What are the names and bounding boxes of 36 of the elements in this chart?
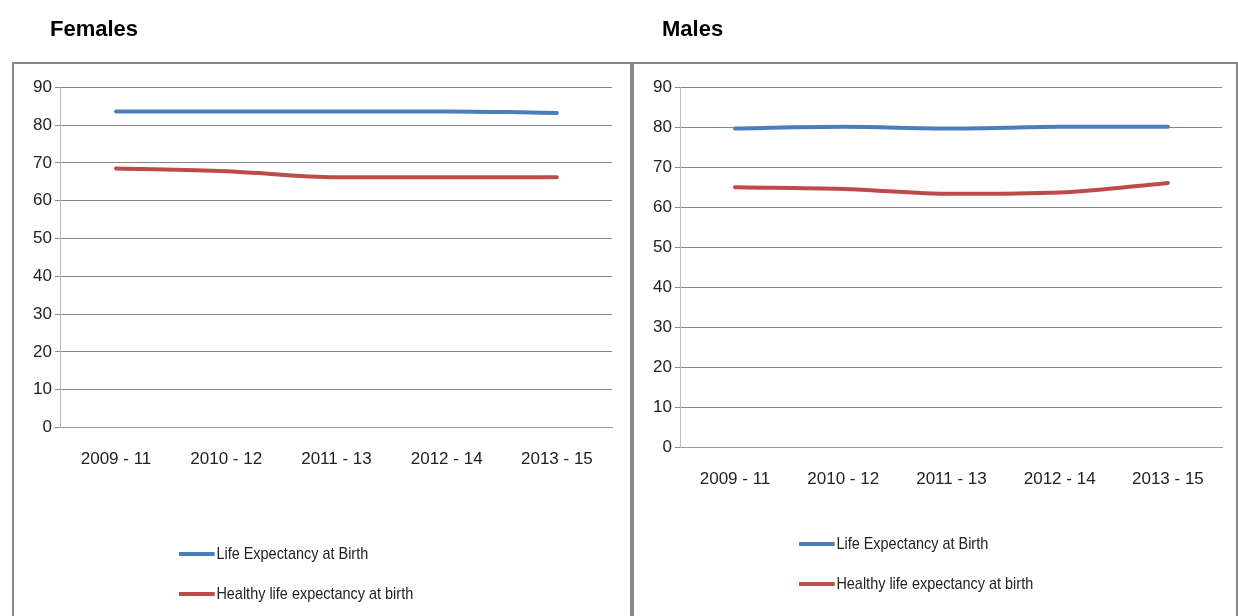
y-tick-label: 60 (652, 197, 672, 217)
y-tick-label: 10 (32, 379, 52, 399)
x-tick-label: 2009 - 11 (699, 469, 771, 489)
x-tick-label: 2010 - 12 (190, 449, 263, 469)
x-tick-label: 2011 - 13 (301, 449, 372, 469)
y-tick-label: 80 (32, 114, 52, 134)
y-tick-label: 40 (652, 277, 672, 297)
y-tick-label: 80 (652, 116, 672, 136)
x-tick-label: 2010 - 12 (807, 469, 880, 489)
y-tick-label: 30 (32, 303, 52, 323)
x-tick-label: 2012 - 14 (1023, 469, 1096, 489)
y-tick-label: 50 (652, 237, 672, 257)
legend-label: Healthy life expectancy at birth (216, 584, 414, 604)
x-tick-label: 2013 - 15 (520, 449, 593, 469)
y-tick-label: 30 (652, 317, 672, 337)
y-tick-label: 90 (652, 76, 672, 96)
y-tick-label: 0 (662, 437, 672, 457)
y-tick-label: 60 (32, 190, 52, 210)
y-tick-label: 0 (42, 417, 52, 437)
x-tick-label: 2011 - 13 (916, 469, 987, 489)
y-tick-label: 70 (652, 156, 672, 176)
y-tick-label: 90 (32, 76, 52, 96)
chart-title: Males (662, 16, 724, 42)
legend-label: Healthy life expectancy at birth (836, 574, 1034, 594)
x-tick-label: 2013 - 15 (1131, 469, 1204, 489)
legend-label: Life Expectancy at Birth (836, 534, 989, 554)
chart-title: Females (50, 16, 139, 42)
y-tick-label: 40 (32, 266, 52, 285)
y-tick-label: 20 (32, 341, 52, 361)
y-tick-label: 20 (652, 357, 672, 377)
x-tick-label: 2012 - 14 (410, 449, 483, 469)
y-tick-label: 10 (652, 397, 672, 417)
y-tick-label: 70 (32, 152, 52, 172)
x-tick-label: 2009 - 11 (80, 449, 152, 469)
y-tick-label: 50 (32, 228, 52, 248)
legend-label: Life Expectancy at Birth (216, 544, 369, 564)
